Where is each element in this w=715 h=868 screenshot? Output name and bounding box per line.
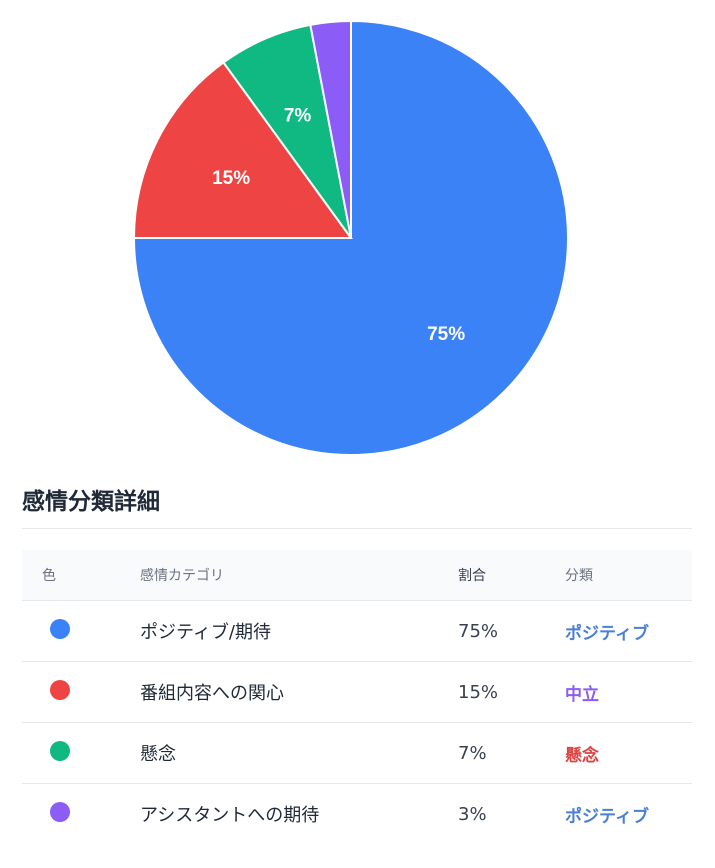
color-dot [50, 618, 70, 639]
header-color: 色 [22, 550, 140, 601]
color-dot [50, 740, 70, 761]
slice-label: 7% [284, 106, 312, 127]
color-dot [50, 801, 70, 822]
color-cell [22, 722, 140, 784]
slice-label: 75% [427, 324, 465, 345]
category-cell: ポジティブ/期待 [140, 600, 458, 662]
color-dot [50, 679, 70, 700]
details-section: 感情分類詳細 色 感情カテゴリ 割合 分類 ポジティブ/期待 75% ポジティブ 番組… [22, 480, 692, 844]
table-row: 懸念 7% 懸念 [22, 722, 692, 784]
section-title: 感情分類詳細 [22, 480, 692, 529]
details-table: 色 感情カテゴリ 割合 分類 ポジティブ/期待 75% ポジティブ 番組内容への関心 1… [22, 550, 692, 844]
category-cell: 番組内容への関心 [140, 661, 458, 723]
slice-label: 15% [212, 168, 250, 189]
category-cell: 懸念 [140, 722, 458, 784]
color-cell [22, 600, 140, 662]
header-ratio: 割合 [458, 550, 565, 601]
ratio-cell: 75% [458, 600, 565, 662]
ratio-cell: 3% [458, 803, 487, 825]
color-cell [22, 784, 140, 845]
classification-cell: ポジティブ [565, 600, 692, 662]
table-row: 番組内容への関心 15% 中立 [22, 661, 692, 723]
classification-cell: 中立 [565, 661, 692, 723]
header-category: 感情カテゴリ [140, 550, 458, 601]
pie-slice [309, 19, 352, 239]
table-row: ポジティブ/期待 75% ポジティブ [22, 600, 692, 662]
classification-cell: ポジティブ [565, 806, 649, 827]
pie-slice [132, 61, 353, 239]
classification-cell: 懸念 [565, 722, 692, 784]
table-header-row: 色 感情カテゴリ 割合 分類 [22, 550, 692, 601]
table-row: アシスタントへの期待 3% ポジティブ [22, 784, 692, 845]
pie-chart: 75% 15% 7% [132, 19, 569, 456]
color-cell [22, 661, 140, 723]
category-cell: アシスタントへの期待 [140, 805, 320, 826]
ratio-cell: 7% [458, 722, 565, 784]
header-classification: 分類 [565, 550, 692, 601]
pie-chart-container: 75% 15% 7% [132, 19, 569, 456]
ratio-cell: 15% [458, 661, 565, 723]
